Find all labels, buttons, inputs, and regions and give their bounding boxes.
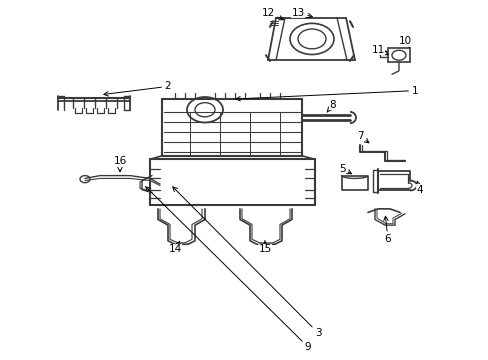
Text: 9: 9 [145,187,311,352]
Text: 11: 11 [370,45,387,55]
Text: 3: 3 [172,187,321,338]
Text: 8: 8 [326,100,336,112]
Text: 2: 2 [103,81,171,96]
Text: 5: 5 [338,163,351,174]
Text: 15: 15 [258,241,271,254]
Text: 13: 13 [291,8,312,18]
Text: 14: 14 [168,241,181,254]
Text: 4: 4 [416,181,423,195]
Text: 1: 1 [235,86,417,101]
Bar [387,48,409,62]
Text: 6: 6 [383,216,390,244]
Text: 7: 7 [356,131,368,143]
Text: 16: 16 [113,157,126,172]
Text: 10: 10 [398,36,411,47]
Text: 12: 12 [261,8,283,20]
